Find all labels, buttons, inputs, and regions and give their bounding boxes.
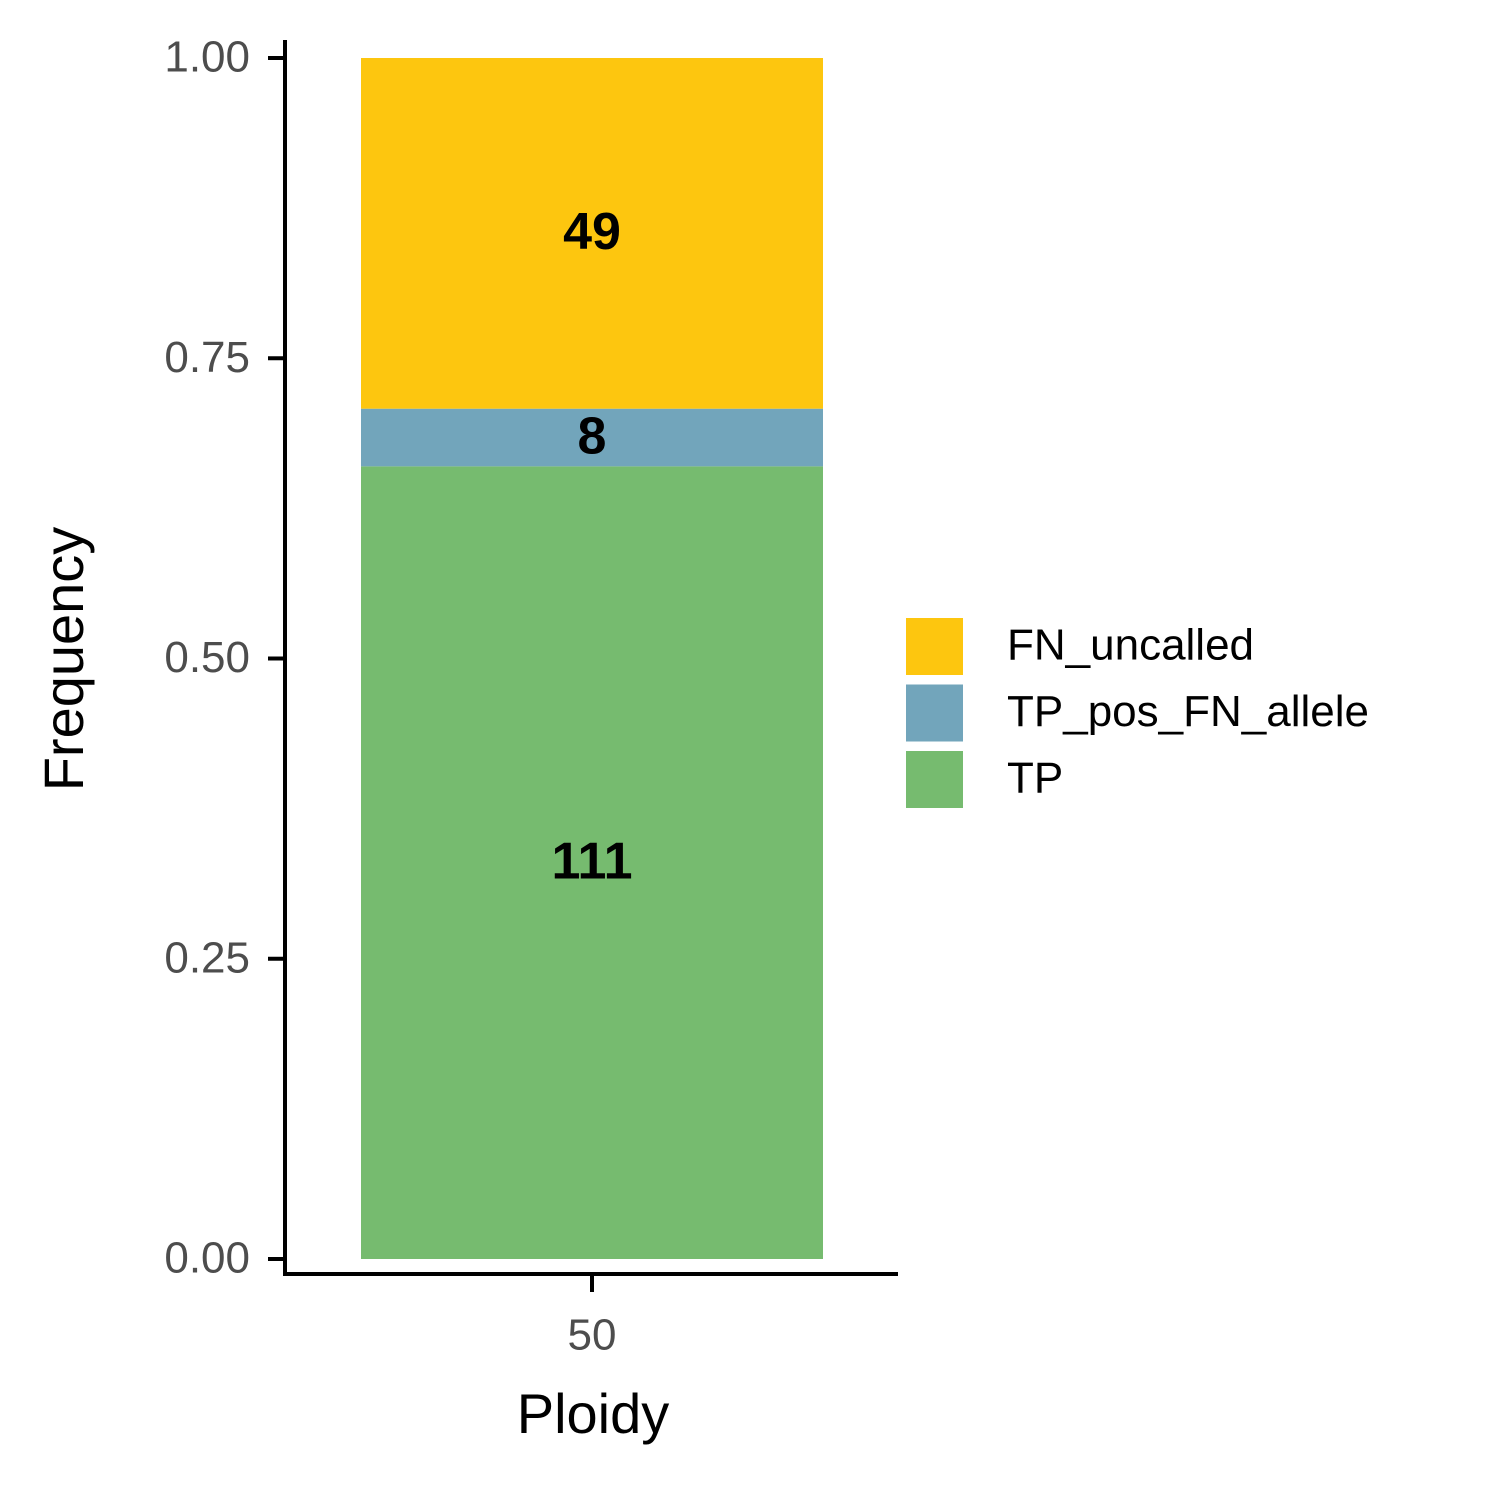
value-label: 111 <box>551 832 632 890</box>
legend-label: TP_pos_FN_allele <box>1007 687 1369 736</box>
bar-segment <box>361 408 823 467</box>
legend-key <box>906 618 963 675</box>
legend-label: TP <box>1007 754 1063 803</box>
y-axis-title: Frequency <box>32 527 95 792</box>
legend-key <box>906 751 963 808</box>
bar-segment <box>361 466 823 1260</box>
y-tick-label: 0.75 <box>164 333 250 382</box>
x-tick-label: 50 <box>568 1311 617 1360</box>
y-tick-label: 1.00 <box>164 33 250 82</box>
y-tick-label: 0.50 <box>164 633 250 682</box>
legend-key <box>906 684 963 742</box>
bar-segment <box>361 58 823 409</box>
legend-label: FN_uncalled <box>1007 621 1254 670</box>
value-label: 49 <box>563 203 621 261</box>
value-label: 8 <box>578 407 607 465</box>
y-tick-label: 0.25 <box>164 933 250 982</box>
y-tick-label: 0.00 <box>164 1234 250 1283</box>
x-axis-title: Ploidy <box>517 1382 670 1445</box>
